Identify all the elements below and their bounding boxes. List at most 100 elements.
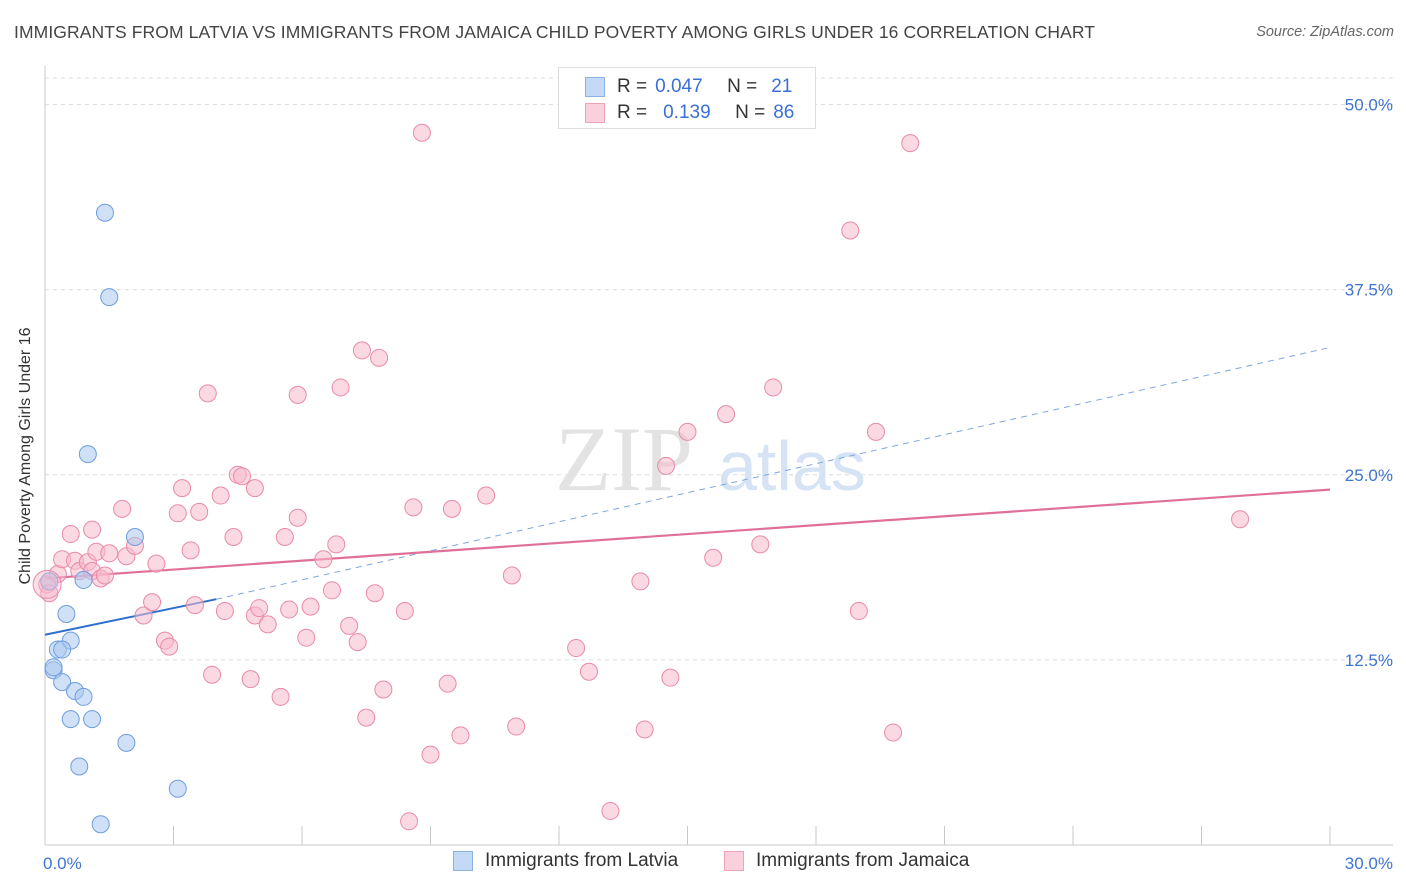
point-immigrants-from-jamaica	[884, 723, 903, 742]
legend-swatch-latvia	[585, 77, 605, 97]
point-immigrants-from-jamaica	[400, 812, 419, 831]
point-immigrants-from-latvia	[70, 757, 89, 776]
point-immigrants-from-jamaica	[661, 668, 680, 687]
point-immigrants-from-jamaica	[579, 662, 598, 681]
point-immigrants-from-jamaica	[198, 384, 217, 403]
watermark-atlas: atlas	[718, 427, 866, 505]
correlation-legend: R = 0.047 N = 21 R = 0.139 N = 86	[558, 67, 816, 129]
point-immigrants-from-jamaica	[322, 581, 341, 600]
point-immigrants-from-jamaica	[451, 726, 470, 745]
point-immigrants-from-jamaica	[365, 584, 384, 603]
point-immigrants-from-jamaica	[113, 499, 132, 518]
point-immigrants-from-jamaica	[258, 615, 277, 634]
watermark-zip: ZIP	[555, 408, 693, 510]
point-immigrants-from-jamaica	[143, 593, 162, 612]
x-tick-label-left: 0.0%	[43, 854, 82, 873]
legend-row-jamaica: R = 0.139 N = 86	[585, 100, 794, 126]
trend-line-jamaica	[44, 488, 1331, 580]
x-tick-label-right: 30.0%	[1345, 854, 1393, 873]
point-immigrants-from-jamaica	[348, 633, 367, 652]
grid-lines	[45, 77, 1393, 661]
point-immigrants-from-jamaica	[395, 602, 414, 621]
point-immigrants-from-jamaica	[297, 628, 316, 647]
n-value: 86	[773, 102, 795, 123]
point-immigrants-from-jamaica	[567, 639, 586, 658]
point-immigrants-from-jamaica	[288, 385, 307, 404]
legend-label-latvia: Immigrants from Latvia	[485, 850, 679, 871]
point-immigrants-from-jamaica	[280, 600, 299, 619]
point-immigrants-from-jamaica	[657, 456, 676, 475]
point-immigrants-from-jamaica	[224, 528, 243, 546]
y-tick-label: 25.0%	[1345, 466, 1393, 485]
point-immigrants-from-jamaica	[95, 566, 114, 585]
legend-label-jamaica: Immigrants from Jamaica	[756, 850, 970, 871]
watermark: ZIP atlas	[555, 408, 866, 510]
point-immigrants-from-latvia	[78, 445, 97, 464]
n-label: N =	[735, 102, 766, 123]
point-immigrants-from-latvia	[100, 288, 119, 307]
point-immigrants-from-jamaica	[275, 528, 294, 546]
legend-item-latvia: Immigrants from Latvia	[453, 850, 678, 872]
point-immigrants-from-jamaica	[160, 637, 179, 656]
point-immigrants-from-jamaica	[901, 134, 920, 153]
legend-row-latvia: R = 0.047 N = 21	[585, 74, 792, 100]
point-immigrants-from-latvia	[40, 572, 59, 591]
point-immigrants-from-latvia	[91, 815, 110, 834]
point-immigrants-from-jamaica	[327, 535, 346, 554]
point-immigrants-from-jamaica	[412, 123, 431, 142]
point-immigrants-from-jamaica	[421, 745, 440, 764]
point-immigrants-from-jamaica	[233, 467, 252, 486]
r-label: R =	[617, 102, 648, 123]
point-immigrants-from-jamaica	[215, 602, 234, 621]
point-immigrants-from-jamaica	[168, 504, 187, 523]
point-immigrants-from-jamaica	[704, 548, 723, 567]
point-immigrants-from-jamaica	[83, 520, 102, 539]
trend-line-latvia-extended	[216, 346, 1331, 600]
point-immigrants-from-jamaica	[841, 221, 860, 240]
legend-swatch-jamaica	[585, 103, 605, 123]
data-points	[32, 123, 1250, 834]
point-immigrants-from-jamaica	[502, 566, 521, 585]
r-value: 0.139	[663, 102, 711, 123]
point-immigrants-from-jamaica	[190, 502, 209, 521]
point-immigrants-from-jamaica	[288, 508, 307, 527]
series-legend: Immigrants from Latvia Immigrants from J…	[0, 850, 1406, 878]
point-immigrants-from-jamaica	[717, 405, 736, 424]
legend-swatch-jamaica	[724, 851, 744, 871]
chart-title: IMMIGRANTS FROM LATVIA VS IMMIGRANTS FRO…	[14, 22, 1096, 42]
tick-labels: 12.5% 25.0% 37.5% 50.0% 0.0% 30.0%	[43, 96, 1393, 873]
point-immigrants-from-latvia	[83, 710, 102, 729]
point-immigrants-from-latvia	[74, 687, 93, 706]
y-tick-label: 12.5%	[1345, 651, 1393, 670]
point-immigrants-from-jamaica	[1231, 510, 1250, 529]
point-immigrants-from-jamaica	[340, 616, 359, 635]
point-immigrants-from-jamaica	[61, 525, 80, 544]
point-immigrants-from-jamaica	[100, 544, 119, 563]
point-immigrants-from-jamaica	[185, 596, 204, 615]
point-immigrants-from-jamaica	[404, 498, 423, 517]
point-immigrants-from-jamaica	[314, 550, 333, 569]
point-immigrants-from-latvia	[168, 779, 187, 798]
point-immigrants-from-jamaica	[352, 341, 371, 360]
point-immigrants-from-latvia	[95, 203, 114, 222]
point-immigrants-from-jamaica	[134, 606, 153, 625]
point-immigrants-from-latvia	[57, 605, 76, 623]
point-immigrants-from-jamaica	[601, 801, 620, 820]
y-tick-label: 37.5%	[1345, 281, 1393, 300]
point-immigrants-from-jamaica	[357, 708, 376, 727]
point-cluster-jamaica	[32, 569, 62, 599]
point-immigrants-from-latvia	[44, 658, 63, 677]
point-immigrants-from-jamaica	[370, 348, 389, 367]
point-immigrants-from-jamaica	[173, 479, 192, 498]
axes	[44, 66, 1393, 846]
point-immigrants-from-jamaica	[678, 422, 697, 441]
point-immigrants-from-jamaica	[374, 680, 393, 699]
r-value: 0.047	[655, 76, 703, 97]
point-immigrants-from-jamaica	[181, 541, 200, 560]
legend-item-jamaica: Immigrants from Jamaica	[724, 850, 969, 872]
point-immigrants-from-jamaica	[331, 378, 350, 397]
point-immigrants-from-latvia	[74, 570, 93, 589]
point-immigrants-from-jamaica	[245, 479, 264, 498]
point-immigrants-from-jamaica	[866, 422, 885, 441]
y-axis-label: Child Poverty Among Girls Under 16	[17, 327, 34, 585]
